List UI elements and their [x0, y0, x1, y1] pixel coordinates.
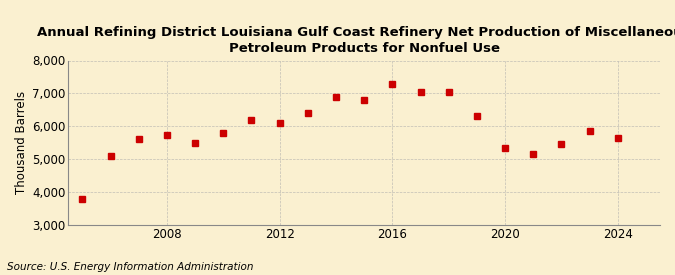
Y-axis label: Thousand Barrels: Thousand Barrels	[15, 91, 28, 194]
Title: Annual Refining District Louisiana Gulf Coast Refinery Net Production of Miscell: Annual Refining District Louisiana Gulf …	[37, 26, 675, 55]
Text: Source: U.S. Energy Information Administration: Source: U.S. Energy Information Administ…	[7, 262, 253, 272]
